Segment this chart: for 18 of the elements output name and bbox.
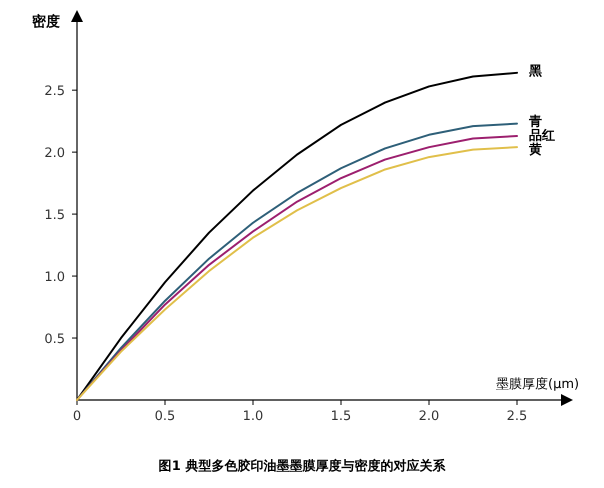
x-axis-title: 墨膜厚度(μm) (496, 376, 580, 392)
x-tick-label: 2.5 (506, 409, 528, 424)
y-tick-label: 1.5 (44, 208, 65, 224)
y-tick-label: 1.0 (44, 270, 65, 286)
series-label: 黑 (528, 64, 542, 79)
series-label: 品红 (529, 128, 555, 144)
x-tick-label: 0.5 (154, 409, 176, 424)
y-tick-label: 2.0 (44, 146, 65, 162)
series-label: 黄 (528, 142, 542, 158)
x-tick-label: 2.0 (418, 409, 440, 424)
y-axis-title: 密度 (32, 13, 60, 30)
x-tick-label: 1.0 (242, 409, 264, 424)
y-tick-label: 0.5 (44, 332, 65, 348)
y-tick-label: 2.5 (44, 84, 65, 100)
series-label: 青 (528, 114, 542, 130)
x-tick-label: 0 (72, 409, 82, 424)
caption: 图1 典型多色胶印油墨墨膜厚度与密度的对应关系 (158, 458, 446, 474)
x-tick-label: 1.5 (330, 409, 352, 424)
